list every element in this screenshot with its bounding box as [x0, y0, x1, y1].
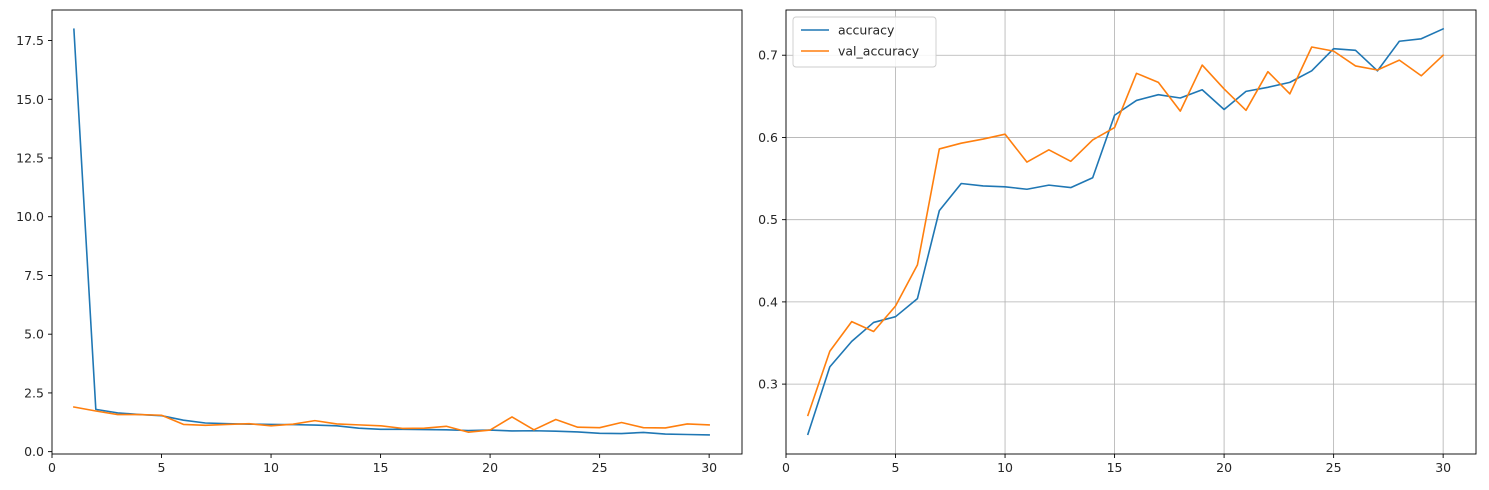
series-line-1 — [72, 406, 710, 433]
x-tick-label: 25 — [592, 460, 608, 475]
y-tick-label: 0.0 — [24, 444, 44, 459]
y-tick-label: 0.5 — [758, 212, 778, 227]
x-tick-label: 15 — [373, 460, 389, 475]
x-tick-label: 0 — [48, 460, 56, 475]
x-tick-label: 15 — [1107, 460, 1123, 475]
y-tick-label: 0.4 — [758, 294, 778, 309]
y-tick-label: 0.7 — [758, 48, 778, 63]
x-tick-label: 25 — [1326, 460, 1342, 475]
series-line-1 — [806, 46, 1445, 417]
x-tick-label: 30 — [1435, 460, 1451, 475]
x-tick-label: 20 — [1216, 460, 1232, 475]
y-tick-label: 0.6 — [758, 130, 778, 145]
loss-chart: 0 5 10 15 20 25 30 0.0 2.5 5.0 7.5 10.0 12.5 15.0 17.5 — [16, 9, 743, 475]
x-tick-label: 30 — [701, 460, 717, 475]
accuracy-chart: 0 5 10 15 20 25 30 0.3 0.4 0.5 0.6 0.7 accuracy val_a… — [758, 9, 1477, 475]
x-tick-label: 10 — [997, 460, 1013, 475]
y-tick-label: 17.5 — [16, 33, 44, 48]
y-tick-label: 5.0 — [24, 327, 44, 342]
y-tick-label: 0.3 — [758, 377, 778, 392]
axes-frame — [785, 9, 1477, 455]
legend-label-1: val_accuracy — [838, 44, 920, 59]
x-tick-label: 5 — [892, 460, 900, 475]
legend-label-0: accuracy — [838, 23, 895, 38]
y-tick-label: 2.5 — [24, 385, 44, 400]
legend: accuracy val_accuracy — [792, 16, 937, 68]
axes-frame — [51, 9, 743, 455]
x-tick-label: 10 — [263, 460, 279, 475]
series-line-0 — [73, 28, 710, 436]
x-tick-label: 5 — [158, 460, 166, 475]
y-tick-label: 15.0 — [16, 92, 44, 107]
x-tick-label: 0 — [782, 460, 790, 475]
y-tick-label: 7.5 — [24, 268, 44, 283]
y-tick-label: 10.0 — [16, 209, 44, 224]
y-tick-label: 12.5 — [16, 151, 44, 166]
x-tick-label: 20 — [482, 460, 498, 475]
series-line-0 — [806, 27, 1445, 436]
